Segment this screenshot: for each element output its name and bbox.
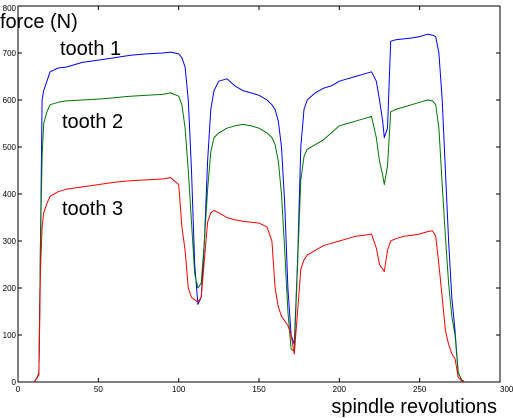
x-tick-label: 0 [16, 385, 21, 394]
series-line-tooth-3 [33, 177, 465, 383]
series-lines [33, 33, 465, 383]
x-tick-label: 200 [333, 385, 347, 394]
y-tick-label: 600 [3, 96, 17, 105]
x-tick-label: 100 [172, 385, 186, 394]
series-label-tooth-3: tooth 3 [62, 198, 123, 220]
y-tick-label: 400 [3, 190, 17, 199]
x-axis-ticks: 0 50 100 150 200 250 300 [16, 6, 513, 394]
series-label-tooth-2: tooth 2 [62, 111, 123, 133]
y-tick-label: 500 [3, 143, 17, 152]
series-line-tooth-2 [33, 92, 465, 383]
y-tick-label: 0 [12, 378, 17, 387]
series-label-tooth-1: tooth 1 [60, 38, 121, 60]
x-axis-label: spindle revolutions [331, 396, 497, 418]
y-tick-label: 800 [3, 4, 17, 13]
y-tick-label: 300 [3, 237, 17, 246]
y-tick-label: 700 [3, 49, 17, 58]
x-tick-label: 300 [500, 385, 513, 394]
plot-frame [17, 5, 501, 383]
plot-area: 0 50 100 150 200 250 300 0 100 200 300 400 500 600 70… [3, 4, 513, 394]
series-line-tooth-1 [33, 33, 465, 383]
y-tick-label: 200 [3, 284, 17, 293]
y-tick-label: 100 [3, 331, 17, 340]
x-tick-label: 50 [94, 385, 103, 394]
y-axis-label: force (N) [0, 11, 78, 33]
x-tick-label: 150 [252, 385, 266, 394]
x-tick-label: 250 [413, 385, 427, 394]
y-axis-ticks: 0 100 200 300 400 500 600 700 800 [3, 4, 500, 387]
